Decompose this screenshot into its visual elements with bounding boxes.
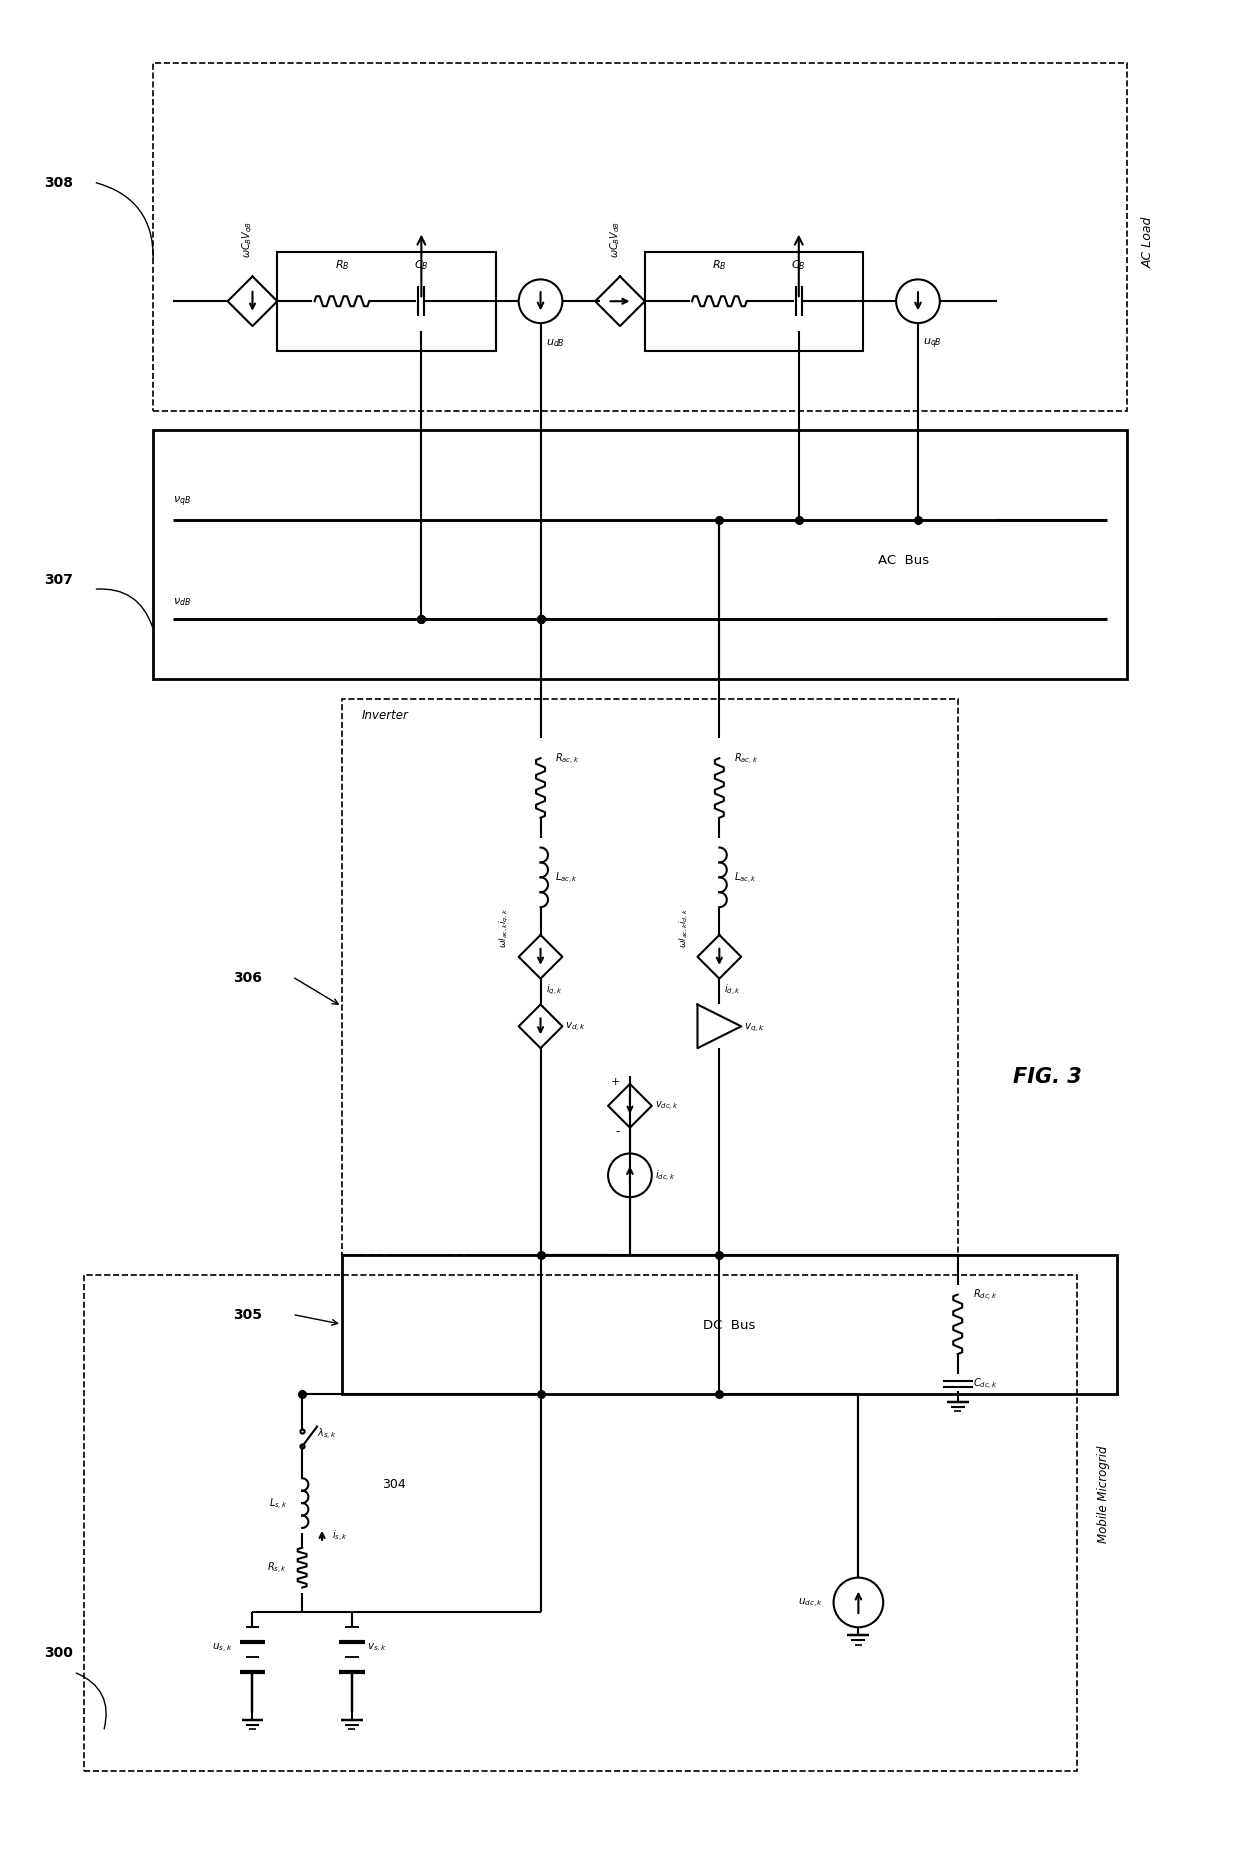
Text: $i_{d,k}$: $i_{d,k}$ bbox=[724, 982, 742, 997]
Text: AC Load: AC Load bbox=[1142, 217, 1154, 267]
Text: $v_{dc,k}$: $v_{dc,k}$ bbox=[655, 1099, 678, 1112]
Text: $\omega C_BV_{dB}$: $\omega C_BV_{dB}$ bbox=[608, 221, 622, 258]
Text: $\nu_{qB}$: $\nu_{qB}$ bbox=[174, 494, 191, 509]
Text: $R_{dc,k}$: $R_{dc,k}$ bbox=[972, 1287, 997, 1302]
Bar bbox=[278, 253, 496, 351]
Text: $\omega l_{ac,k}i_{d,k}$: $\omega l_{ac,k}i_{d,k}$ bbox=[677, 908, 689, 947]
Text: $R_B$: $R_B$ bbox=[712, 258, 727, 273]
Text: $L_{s,k}$: $L_{s,k}$ bbox=[269, 1495, 288, 1512]
Text: 308: 308 bbox=[43, 176, 73, 189]
Text: $i_{s,k}$: $i_{s,k}$ bbox=[332, 1528, 348, 1543]
Text: 306: 306 bbox=[233, 969, 263, 984]
Text: $R_{ac,k}$: $R_{ac,k}$ bbox=[734, 752, 759, 767]
Text: $v_{s,k}$: $v_{s,k}$ bbox=[367, 1642, 387, 1655]
Text: $v_{d,k}$: $v_{d,k}$ bbox=[565, 1019, 587, 1032]
Text: $\lambda_{s,k}$: $\lambda_{s,k}$ bbox=[317, 1426, 336, 1441]
Text: 300: 300 bbox=[43, 1645, 73, 1658]
Bar bbox=[154, 63, 1127, 410]
Text: $C_B$: $C_B$ bbox=[414, 258, 429, 273]
Text: $i_{q,k}$: $i_{q,k}$ bbox=[546, 982, 562, 997]
Text: DC  Bus: DC Bus bbox=[703, 1318, 755, 1331]
Text: 305: 305 bbox=[233, 1307, 263, 1322]
Text: $u_{qB}$: $u_{qB}$ bbox=[923, 336, 942, 351]
Text: Mobile Microgrid: Mobile Microgrid bbox=[1096, 1445, 1110, 1541]
Text: $\omega l_{ac,k}i_{q,k}$: $\omega l_{ac,k}i_{q,k}$ bbox=[497, 908, 511, 947]
Text: 304: 304 bbox=[382, 1476, 405, 1489]
Text: $i_{dc,k}$: $i_{dc,k}$ bbox=[655, 1168, 676, 1183]
Text: $C_B$: $C_B$ bbox=[791, 258, 806, 273]
Text: $C_{dc,k}$: $C_{dc,k}$ bbox=[972, 1376, 997, 1391]
Text: $\nu_{dB}$: $\nu_{dB}$ bbox=[174, 596, 191, 607]
Text: $\omega C_BV_{qB}$: $\omega C_BV_{qB}$ bbox=[241, 221, 254, 258]
Text: Inverter: Inverter bbox=[362, 709, 409, 722]
Text: $L_{ac,k}$: $L_{ac,k}$ bbox=[734, 871, 758, 886]
Bar bbox=[83, 1276, 1076, 1772]
Text: $u_{dc,k}$: $u_{dc,k}$ bbox=[799, 1595, 823, 1610]
Text: +: + bbox=[610, 1077, 620, 1086]
Text: $u_{s,k}$: $u_{s,k}$ bbox=[212, 1642, 233, 1655]
Text: FIG. 3: FIG. 3 bbox=[1013, 1066, 1081, 1086]
Bar bbox=[342, 700, 957, 1255]
Text: $v_{q,k}$: $v_{q,k}$ bbox=[744, 1021, 765, 1032]
Bar bbox=[154, 431, 1127, 680]
Text: -: - bbox=[615, 1125, 620, 1138]
Text: 307: 307 bbox=[43, 574, 73, 587]
Bar bbox=[645, 253, 863, 351]
Bar bbox=[342, 1255, 1117, 1395]
Text: AC  Bus: AC Bus bbox=[878, 553, 929, 566]
Text: $R_{ac,k}$: $R_{ac,k}$ bbox=[556, 752, 580, 767]
Text: $R_{s,k}$: $R_{s,k}$ bbox=[268, 1560, 288, 1575]
Text: $L_{ac,k}$: $L_{ac,k}$ bbox=[556, 871, 578, 886]
Text: $u_{dB}$: $u_{dB}$ bbox=[546, 336, 564, 349]
Text: $R_B$: $R_B$ bbox=[335, 258, 350, 273]
